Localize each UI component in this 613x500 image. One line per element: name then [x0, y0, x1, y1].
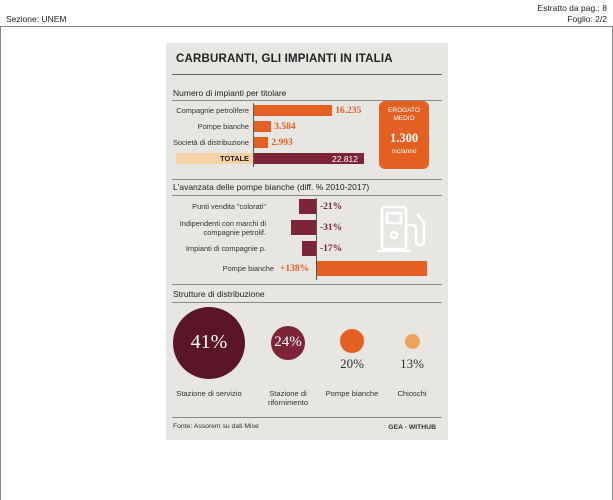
erogato-medio-badge: EROGATO MEDIO 1.300 mc/anno — [379, 101, 429, 169]
erogato-label: EROGATO MEDIO — [379, 107, 429, 122]
distribution-percent: 41% — [190, 331, 228, 353]
erogato-label-line1: EROGATO — [388, 107, 420, 114]
chart2-value-label: -31% — [320, 222, 343, 233]
chart2-value-label: -21% — [320, 201, 343, 212]
distribution-category-label: Stazione di rifornimento — [267, 389, 309, 407]
erogato-value: 1.300 — [389, 131, 419, 145]
section-label: Sezione: UNEM — [6, 14, 67, 24]
chart2-category-label: Punti vendita "colorati" — [192, 201, 266, 211]
frame-left-border — [0, 26, 1, 500]
chart1-title: Numero di impianti per titolare — [173, 88, 287, 98]
total-row-fill — [176, 153, 253, 164]
chart1-axis — [253, 103, 254, 167]
title-rule — [172, 74, 442, 75]
footer-rule — [172, 417, 442, 418]
chart2-category-label: Indipendenti con marchi di compagnie pet… — [179, 219, 266, 237]
distribution-percent: 13% — [400, 356, 424, 371]
chart1-value-label: 2.993 — [271, 137, 293, 148]
extract-page-label: Estratto da pag.: 8 — [537, 3, 607, 13]
fuel-pump-icon — [376, 205, 426, 253]
distribution-bubble — [404, 333, 420, 349]
distribution-bubble — [340, 329, 364, 353]
chart2-title: L'avanzata delle pompe bianche (diff. % … — [173, 182, 370, 192]
chart1-bar — [254, 105, 333, 116]
chart2-bar — [302, 241, 316, 256]
chart1-bar — [254, 137, 269, 148]
chart1-rule — [172, 100, 442, 101]
chart3-rule — [172, 302, 442, 303]
chart1-value-label: 22.812 — [332, 153, 358, 164]
distribution-percent: 24% — [274, 334, 302, 350]
chart3-title: Strutture di distribuzione — [173, 289, 265, 299]
chart2-category-label: Pompe bianche — [222, 263, 274, 273]
chart1-bar — [254, 153, 364, 164]
chart2-rule — [172, 195, 442, 196]
chart2-category-label: Impianti di compagnie p. — [185, 243, 266, 253]
chart1-category-label: Pompe bianche — [197, 121, 249, 131]
chart1-category-label: Compagnie petrolifere — [176, 105, 249, 115]
sheet-label: Foglio: 2/2 — [567, 14, 607, 24]
erogato-label-line2: MEDIO — [393, 114, 415, 122]
chart2-bar — [299, 199, 316, 214]
chart2-bar — [291, 220, 316, 235]
page-header: Sezione: UNEM Estratto da pag.: 8 Foglio… — [0, 0, 613, 27]
section-rule-2 — [172, 179, 442, 180]
distribution-bubble — [173, 307, 245, 379]
distribution-percent: 20% — [340, 356, 364, 371]
chart2-bar — [317, 261, 427, 276]
chart1-category-label: Società di distribuzione — [172, 137, 249, 147]
section-rule-3 — [172, 284, 442, 285]
chart1-value-label: 16.235 — [335, 105, 362, 116]
distribution-category-label: Pompe bianche — [325, 389, 379, 398]
distribution-category-label: Chioschi — [397, 389, 427, 398]
chart2-value-label: -17% — [320, 243, 343, 254]
chart1-category-label: TOTALE — [220, 153, 249, 163]
erogato-unit: mc/anno — [391, 148, 417, 155]
chart2-zero-axis — [316, 198, 317, 280]
chart2-value-label: +138% — [280, 263, 310, 274]
credit-note: GEA - WITHUB — [388, 424, 436, 431]
source-note: Fonte: Assorem su dati Mise — [173, 423, 259, 430]
distribution-category-label: Stazione di servizio — [176, 389, 242, 398]
infographic-card: CARBURANTI, GLI IMPIANTI IN ITALIA Numer… — [166, 43, 448, 440]
infographic-title: CARBURANTI, GLI IMPIANTI IN ITALIA — [176, 53, 393, 65]
chart1-bar — [254, 121, 272, 132]
distribution-bubble — [270, 325, 306, 361]
chart1-value-label: 3.584 — [274, 121, 296, 132]
